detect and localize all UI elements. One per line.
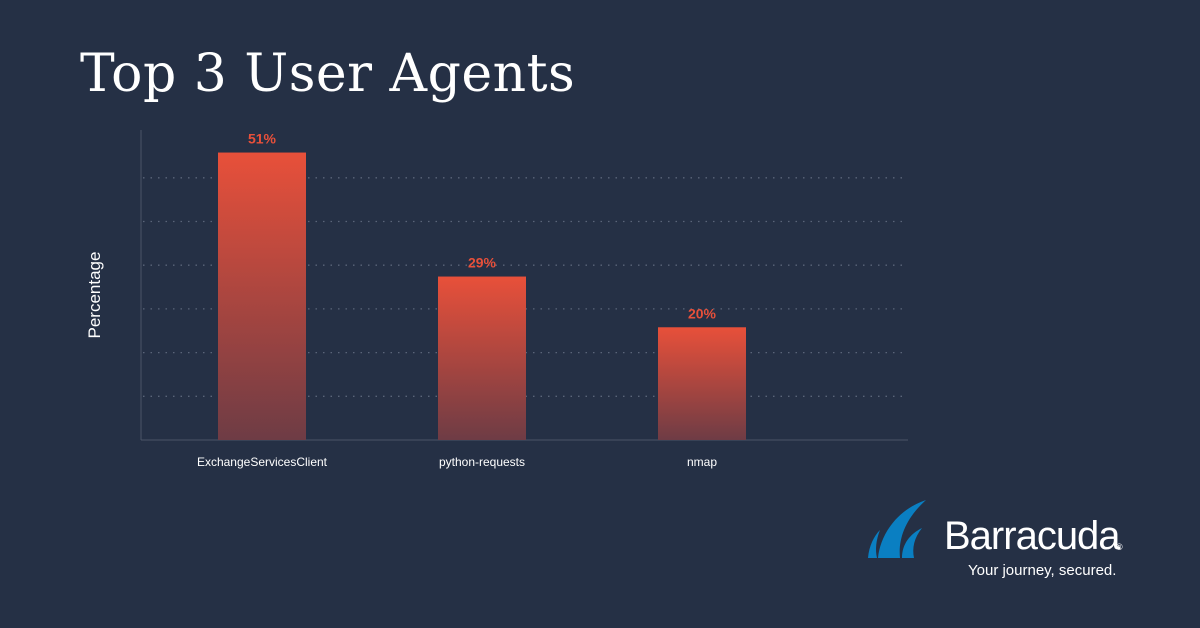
bars-group: 51% ExchangeServicesClient 29% python-reque… (197, 131, 746, 469)
x-tick-label: ExchangeServicesClient (197, 455, 328, 469)
brand-name: Barracuda (944, 514, 1121, 558)
y-axis-label: Percentage (85, 252, 104, 339)
bar-value-label: 20% (688, 305, 717, 321)
page-title: Top 3 User Agents (80, 44, 576, 104)
bar-ExchangeServicesClient (218, 152, 306, 440)
bar-value-label: 51% (248, 131, 277, 147)
shark-fin-icon (868, 500, 926, 558)
bar-nmap (658, 327, 746, 440)
brand-block: Barracuda ® Your journey, secured. (866, 492, 1136, 584)
bar-value-label: 29% (468, 255, 497, 271)
registered-mark: ® (1116, 542, 1123, 552)
x-tick-label: nmap (687, 455, 717, 469)
x-tick-label: python-requests (439, 455, 525, 469)
brand-tagline: Your journey, secured. (968, 562, 1117, 579)
bar-python-requests (438, 276, 526, 440)
